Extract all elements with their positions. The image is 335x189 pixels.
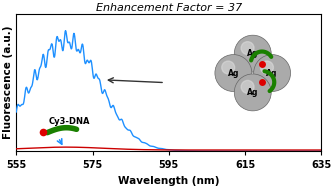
Text: Cy3-DNA: Cy3-DNA: [49, 117, 90, 126]
X-axis label: Wavelength (nm): Wavelength (nm): [118, 176, 219, 186]
Title: Enhancement Factor = 37: Enhancement Factor = 37: [96, 3, 242, 13]
Y-axis label: Fluorescence (a.u.): Fluorescence (a.u.): [3, 26, 13, 139]
